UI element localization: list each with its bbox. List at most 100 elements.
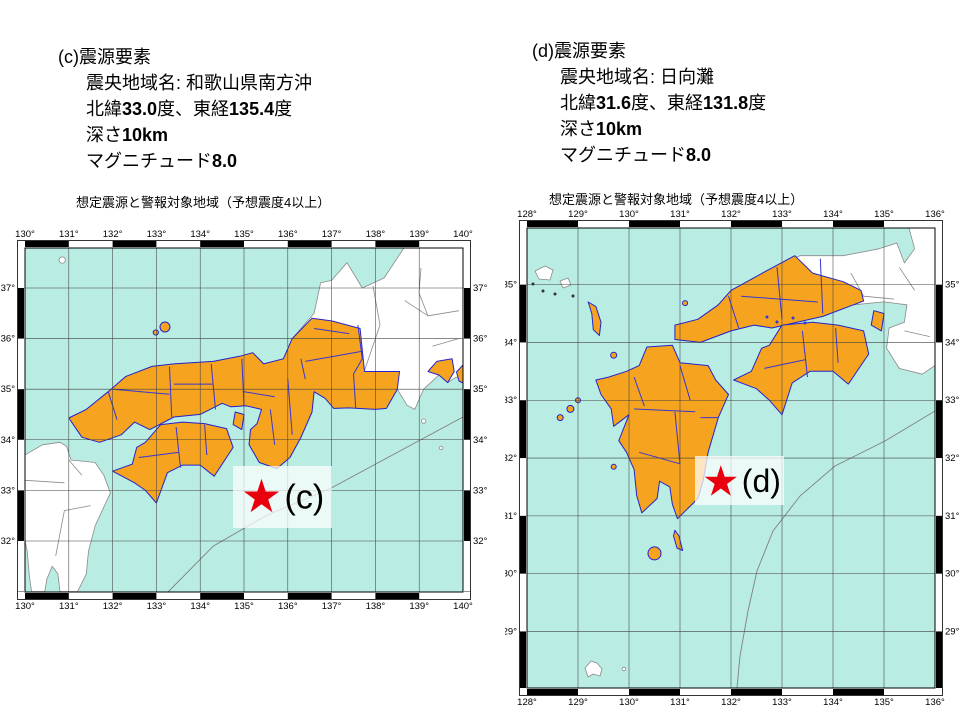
pref-border-blue <box>241 358 245 406</box>
epicenter-info-lines: 震央地域名: 和歌山県南方沖 北緯33.0度、東経135.4度 深さ10km マグニチ… <box>86 70 312 174</box>
lon-tick-label: 140° <box>453 229 473 240</box>
info-line: 深さ10km <box>560 116 766 142</box>
islet-dot <box>553 292 557 296</box>
frame-tick <box>287 593 332 599</box>
frame-tick <box>629 689 680 695</box>
lat-tick-label: 32° <box>1 536 16 547</box>
lat-tick-label: 33° <box>945 395 960 406</box>
lat-tick-label: 30° <box>945 569 960 580</box>
lon-tick-label: 130° <box>15 601 35 612</box>
info-segment: 北緯 <box>86 99 122 119</box>
islet-dot <box>571 294 575 298</box>
lon-tick-label: 135° <box>234 229 254 240</box>
warning-region-boso-tip <box>456 364 463 384</box>
frame-tick <box>18 287 24 339</box>
lon-tick-label: 139° <box>409 601 429 612</box>
epicenter-label-box <box>233 466 332 528</box>
frame-tick <box>200 241 244 247</box>
lat-tick-label: 34° <box>505 337 517 348</box>
info-segment: 8.0 <box>686 145 712 165</box>
pref-border-blue <box>243 391 275 398</box>
pref-border-blue <box>138 451 179 458</box>
lon-tick-label: 134° <box>823 697 843 708</box>
info-line: 震央地域名: 日向灘 <box>560 64 766 90</box>
lat-tick-label: 33° <box>505 395 517 406</box>
epicenter-star: ★ <box>241 469 282 523</box>
lat-tick-label: 35° <box>473 384 488 395</box>
pref-border-blue <box>776 267 783 320</box>
pref-border-gray <box>898 267 915 291</box>
pref-border-blue <box>175 427 181 468</box>
pref-border-gray <box>25 479 65 484</box>
lon-tick-label: 131° <box>670 697 690 708</box>
seto-islet <box>791 316 795 320</box>
warning-region-goto <box>556 414 564 422</box>
info-segment: 深さ <box>86 125 122 145</box>
frame-tick <box>936 400 942 459</box>
info-segment: 度 <box>274 99 293 119</box>
warning-region-mishima <box>682 300 689 307</box>
frame-tick <box>464 490 470 541</box>
info-segment: マグニチュード <box>86 151 212 171</box>
warning-region-oki <box>152 329 159 336</box>
pref-border-blue <box>819 258 824 314</box>
lon-tick-label: 135° <box>874 697 894 708</box>
frame-outer <box>519 220 943 696</box>
pref-border-blue <box>679 365 691 401</box>
lat-tick-label: 32° <box>945 453 960 464</box>
lon-tick-label: 133° <box>147 229 167 240</box>
info-segment: 10km <box>596 119 643 139</box>
pref-border-gray <box>904 330 930 337</box>
warning-region-honshu <box>68 317 400 470</box>
lon-tick-label: 132° <box>103 229 123 240</box>
lat-tick-label: 31° <box>945 511 960 522</box>
island-korea-coast <box>559 277 572 289</box>
info-segment: 度、東経 <box>157 99 230 119</box>
warning-region-chugoku <box>674 255 865 343</box>
lon-tick-label: 130° <box>15 229 35 240</box>
map-d-hyuganada: ★ (d) 128° 128° 129° 129° 130° 130° 131° 131° 132°… <box>505 209 960 708</box>
lon-tick-label: 139° <box>409 229 429 240</box>
pref-border-gray <box>68 459 83 476</box>
pref-border-gray <box>404 300 460 317</box>
frame-tick <box>629 221 680 227</box>
map-title-d: 想定震源と警報対象地域（予想震度4以上） <box>549 192 804 207</box>
frame-tick <box>520 400 526 459</box>
lat-tick-label: 34° <box>473 435 488 446</box>
info-line: 震央地域名: 和歌山県南方沖 <box>86 70 312 96</box>
warning-region-awaji <box>870 310 885 332</box>
lon-tick-label: 133° <box>772 697 792 708</box>
info-line: マグニチュード8.0 <box>86 148 312 174</box>
info-segment: 131.8 <box>703 93 749 113</box>
info-segment: マグニチュード <box>560 145 686 165</box>
pref-border-blue <box>353 324 363 375</box>
lon-tick-label: 136° <box>925 209 945 220</box>
lon-tick-label: 134° <box>190 601 210 612</box>
lon-tick-label: 134° <box>823 209 843 220</box>
frame-tick <box>527 221 578 227</box>
info-segment: 北緯 <box>560 93 596 113</box>
lat-tick-label: 33° <box>473 485 488 496</box>
lat-tick-label: 34° <box>1 435 16 446</box>
info-line: 深さ10km <box>86 122 312 148</box>
lat-tick-label: 32° <box>505 453 517 464</box>
lon-tick-label: 136° <box>278 229 298 240</box>
warning-region-shikoku <box>112 421 234 504</box>
lon-tick-label: 140° <box>453 601 473 612</box>
lon-tick-label: 134° <box>190 229 210 240</box>
lon-tick-label: 136° <box>925 697 945 708</box>
epicenter-info-d: (d)震源要素 震央地域名: 日向灘 北緯31.6度、東経131.8度 深さ10km… <box>532 38 766 168</box>
lon-tick-label: 132° <box>721 209 741 220</box>
warning-region-tsushima <box>587 301 602 336</box>
island-small <box>438 445 444 451</box>
pref-border-blue <box>300 358 306 380</box>
info-segment: 度、東経 <box>631 93 704 113</box>
frame-tick <box>833 221 884 227</box>
pref-border-blue <box>728 296 740 329</box>
warning-region-shikoku <box>733 321 870 416</box>
info-segment: 度 <box>748 93 767 113</box>
frame-tick <box>18 490 24 541</box>
lat-tick-label: 31° <box>505 511 517 522</box>
frame-tick <box>520 631 526 688</box>
info-segment: 8.0 <box>212 151 238 171</box>
